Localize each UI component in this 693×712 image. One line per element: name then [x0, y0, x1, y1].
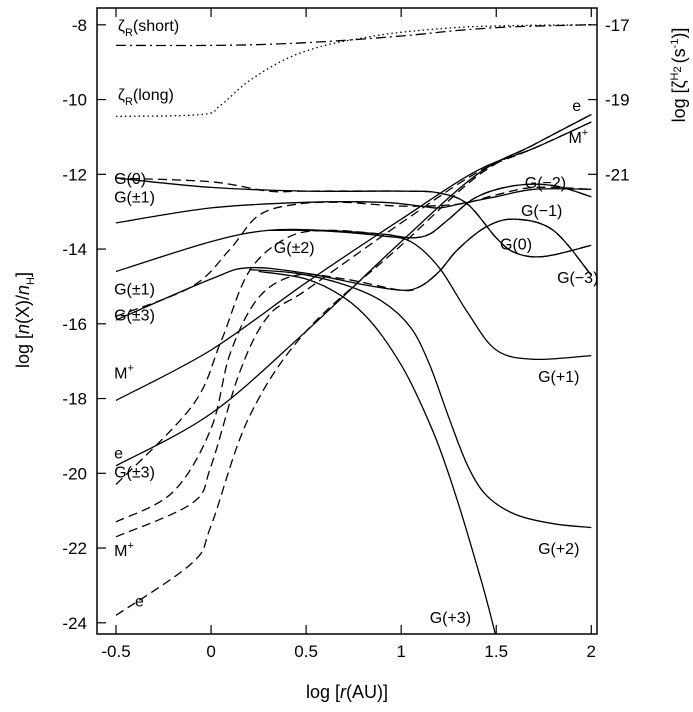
series-label-mplus: M+: [114, 540, 134, 560]
y-tick-label: -22: [62, 539, 87, 558]
y-axis-title-sub: H: [25, 277, 37, 285]
series-line-r-short: [115, 24, 592, 47]
x-tick-label: 1.5: [484, 642, 508, 661]
y-tick-label: -16: [62, 315, 87, 334]
y-tick-label: -14: [62, 240, 87, 259]
y-tick-label: -18: [62, 390, 87, 409]
y-axis-title-n2: n: [13, 285, 33, 295]
series-label-g-2: G(±2): [274, 240, 315, 257]
series-line-m-solid: [115, 121, 592, 401]
x-tick-label: 0.5: [294, 642, 318, 661]
y2-axis-title-unitsup: -1: [669, 39, 681, 49]
labels-layer: ζR(short) ζR(long) G(0) G(±1) G(±2) G(±1) G(±3…: [114, 18, 598, 627]
series-label-g-1: G(±1): [114, 190, 155, 207]
x-tick-label: 2: [587, 642, 596, 661]
y2-tick-label: -21: [605, 165, 630, 184]
y-axis-title: log [n(X)/nH]: [13, 272, 37, 368]
x-tick-label: 0: [206, 642, 215, 661]
y-tick-label: -12: [62, 165, 87, 184]
x-axis-title-var: r: [340, 682, 347, 702]
series-line-g-3-dashed: [115, 218, 592, 523]
x-tick-label: 1: [396, 642, 405, 661]
y2-axis-title-unit: (s: [669, 48, 689, 63]
series-label-e: e: [114, 446, 123, 463]
y2-tick-label: -17: [605, 16, 630, 35]
series-line-m-dashed: [115, 121, 592, 538]
x-tick-label: -0.5: [101, 642, 130, 661]
x-axis-title-post: (AU)]: [346, 682, 388, 702]
y-tick-label: -24: [62, 614, 87, 633]
series-label-mplus: M+: [114, 362, 134, 382]
x-axis-title-pre: log [: [306, 682, 340, 702]
y2-axis-title-sup: H: [669, 72, 681, 80]
y-tick-label: -20: [62, 464, 87, 483]
series-line-g-3: [258, 270, 496, 634]
y2-axis-title: log [ζH2 (s-1)]: [669, 28, 689, 123]
series-line-g-0-dashed: [115, 177, 592, 258]
series-label-g-0: G(0): [114, 171, 146, 188]
series-label-g-1: G(−1): [521, 203, 562, 220]
series-line-g-2: [249, 268, 592, 529]
y-axis-title-post: ]: [13, 272, 33, 277]
series-label-g-3: G(±3): [114, 307, 155, 324]
series-line-g-2-dashed: [115, 183, 592, 485]
series-label-g-2: G(−2): [525, 175, 566, 192]
y-axis-title-pre: log [: [13, 334, 33, 368]
series-label-g-3: G(±3): [114, 464, 155, 481]
series-line-g-2-solid: [115, 183, 592, 273]
series-label-g-3: G(+3): [430, 610, 471, 627]
series-label-g-2: G(+2): [538, 541, 579, 558]
series-label-mplus: M+: [568, 127, 588, 147]
y2-axis-title-zeta: ζ: [669, 80, 689, 88]
plot-frame: [96, 7, 598, 635]
y2-axis-title-supsub: 2: [672, 66, 684, 72]
y-tick-label: -8: [72, 16, 87, 35]
series-label-g-1: G(±1): [114, 281, 155, 298]
series-line-g-1-dashed: [115, 186, 592, 317]
series-line-g-1: [268, 229, 592, 361]
y-axis-title-mid: (X)/: [13, 295, 33, 324]
series-label-e: e: [135, 593, 144, 610]
series-layer: [115, 24, 592, 634]
series-label-g-1: G(+1): [538, 369, 579, 386]
series-line-e-dashed: [115, 113, 592, 616]
series-label-g-0: G(0): [500, 236, 532, 253]
y2-axis-title-pre: log [: [669, 88, 689, 122]
series-label-r-short: ζR(short): [118, 18, 179, 39]
x-axis-title: log [r(AU)]: [306, 682, 388, 702]
y-tick-label: -10: [62, 91, 87, 110]
series-label-r-long: ζR(long): [118, 87, 174, 108]
series-line-r-long: [115, 24, 592, 118]
series-line-g-1-upper-solid: [115, 188, 592, 224]
series-label-g-3: G(−3): [557, 270, 598, 287]
y2-tick-label: -19: [605, 91, 630, 110]
y-axis-title-n: n: [13, 324, 33, 334]
ticks-layer: -0.5 0 0.5 1 1.5 2 -24 -22 -20 -18 -16 -14 -12 -10 -8 -…: [62, 8, 630, 661]
y2-axis-title-post: )]: [669, 28, 689, 39]
series-label-e: e: [572, 98, 581, 115]
axes-layer: [96, 7, 598, 635]
